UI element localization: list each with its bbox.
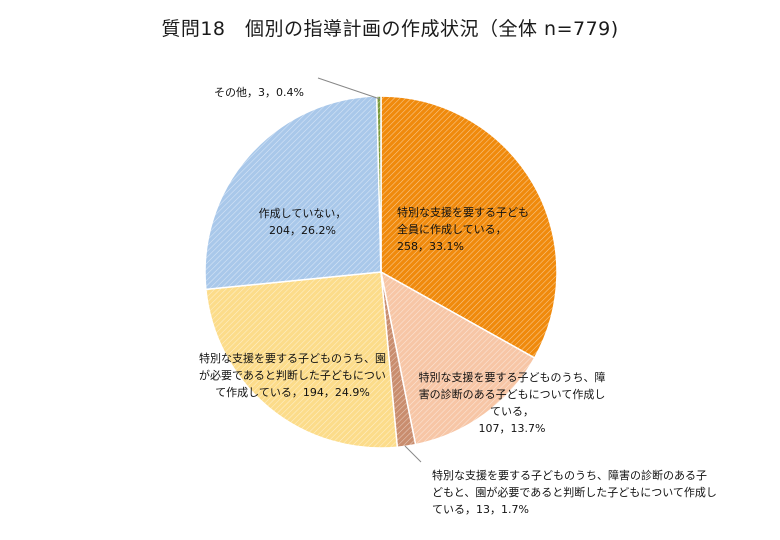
slice-label-other-value: 3，0.4% xyxy=(258,86,304,99)
slice-label-diagnosed: 特別な支援を要する子どものうち、障害の診断のある子どもについて作成している， 10… xyxy=(418,371,606,435)
slice-label-other: その他，3，0.4% xyxy=(214,86,304,99)
slice-label-judged-name: 特別な支援を要する子どものうち、園が必要であると判断した子どもについて作成してい… xyxy=(199,352,386,399)
slice-label-not-created-name: 作成していない xyxy=(258,207,336,220)
leader-line-diagnosed-and-judged xyxy=(404,445,422,463)
slice-label-all-children-name: 特別な支援を要する子ども全員に作成している xyxy=(397,206,529,236)
slice-label-diagnosed-and-judged-name: 特別な支援を要する子どものうち、障害の診断のある子どもと、園が必要であると判断し… xyxy=(432,469,717,516)
slice-label-judged-value: 194，24.9% xyxy=(302,386,370,399)
slice-label-not-created-value: 204，26.2% xyxy=(269,224,336,237)
leader-line-other xyxy=(317,77,381,100)
slice-label-diagnosed-value: 107，13.7% xyxy=(478,422,546,435)
slice-label-other-name: その他 xyxy=(214,86,247,99)
pie-slice-0 xyxy=(380,95,558,359)
pie-slice-4 xyxy=(204,95,382,291)
slice-label-judged: 特別な支援を要する子どものうち、園が必要であると判断した子どもについて作成してい… xyxy=(199,352,386,399)
slice-label-not-created: 作成していない， 204，26.2% xyxy=(245,188,360,256)
chart-title: 質問18 個別の指導計画の作成状況（全体 n=779) xyxy=(161,18,619,40)
slice-label-all-children-value: 258，33.1% xyxy=(397,240,464,253)
slice-label-diagnosed-and-judged-value: 13，1.7% xyxy=(476,503,529,516)
pie-slice-3 xyxy=(205,271,399,449)
slice-label-diagnosed-name: 特別な支援を要する子どものうち、障害の診断のある子どもについて作成している xyxy=(418,371,606,418)
slice-label-all-children: 特別な支援を要する子ども全員に作成している，258，33.1% xyxy=(397,206,529,253)
slice-label-diagnosed-and-judged: 特別な支援を要する子どものうち、障害の診断のある子どもと、園が必要であると判断し… xyxy=(432,469,717,516)
pie-slice-5 xyxy=(375,95,382,273)
pie-slice-1 xyxy=(379,270,536,446)
